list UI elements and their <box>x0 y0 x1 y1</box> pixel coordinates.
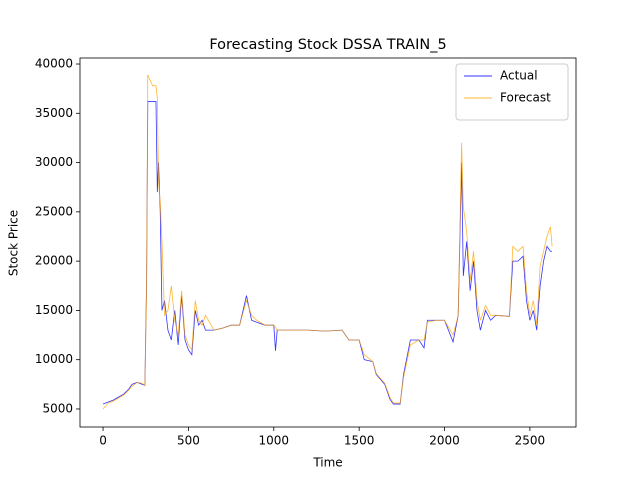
y-tick-label: 20000 <box>35 254 73 268</box>
x-tick-label: 2500 <box>515 434 546 448</box>
plot-frame <box>79 57 577 428</box>
chart-title: Forecasting Stock DSSA TRAIN_5 <box>209 37 446 53</box>
y-tick-label: 40000 <box>35 57 73 71</box>
y-tick-label: 35000 <box>35 106 73 120</box>
x-tick-label: 1000 <box>259 434 290 448</box>
legend-label: Forecast <box>500 91 551 105</box>
legend-box <box>455 63 569 121</box>
legend-label: Actual <box>500 69 538 83</box>
x-tick-label: 0 <box>99 434 107 448</box>
x-tick-label: 500 <box>177 434 200 448</box>
series-line <box>102 74 553 410</box>
y-tick-label: 10000 <box>35 352 73 366</box>
y-tick-label: 5000 <box>42 401 73 415</box>
y-axis-label: Stock Price <box>7 210 21 276</box>
x-tick-label: 2000 <box>429 434 460 448</box>
x-axis-label: Time <box>312 456 342 470</box>
y-tick-label: 15000 <box>35 303 73 317</box>
x-tick-label: 1500 <box>344 434 375 448</box>
y-tick-label: 25000 <box>35 204 73 218</box>
y-tick-label: 30000 <box>35 155 73 169</box>
